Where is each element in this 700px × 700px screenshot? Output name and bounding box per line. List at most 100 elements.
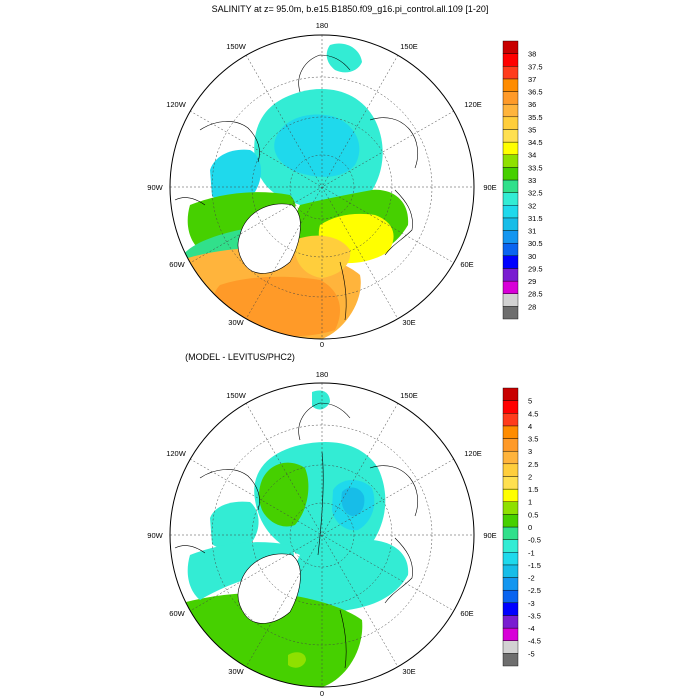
lon-labels-1: 180 150E 120E 90E 60E 30E 0 30W 60W 90W … <box>147 21 496 349</box>
colorbar-label: -1.5 <box>528 561 541 570</box>
difference-panel: (MODEL - LEVITUS/PHC2) <box>147 352 541 698</box>
colorbar-label: 36 <box>528 100 536 109</box>
lon-label: 90W <box>147 531 163 540</box>
colorbar-label: 1.5 <box>528 485 538 494</box>
colorbar-cell <box>502 577 519 591</box>
colorbar-cell <box>502 306 519 320</box>
colorbar-label: -2.5 <box>528 586 541 595</box>
colorbar-cell <box>502 192 519 206</box>
colorbar-label: -3.5 <box>528 611 541 620</box>
colorbar-cell <box>502 103 519 118</box>
ocean-field-2 <box>174 390 409 687</box>
colorbar-label: 4 <box>528 422 532 431</box>
colorbar-cell <box>502 476 519 490</box>
ocean-field-1 <box>174 43 409 339</box>
lon-label: 90E <box>483 531 496 540</box>
colorbar-cell <box>502 425 519 439</box>
colorbar-cell <box>502 450 519 465</box>
colorbar-label: 34 <box>528 151 536 160</box>
lon-label: 120W <box>166 449 187 458</box>
diff-east-siberian <box>312 390 330 410</box>
lon-label: 30W <box>228 667 244 676</box>
colorbar-label: 37 <box>528 75 536 84</box>
colorbar-cell <box>502 293 519 307</box>
colorbar-label: -3 <box>528 599 535 608</box>
colorbar-label: -2 <box>528 574 535 583</box>
colorbar-label: -0.5 <box>528 536 541 545</box>
colorbar-cell <box>502 268 519 282</box>
lon-label: 150E <box>400 42 418 51</box>
colorbar-label: 35.5 <box>528 113 543 122</box>
lon-label: 30E <box>402 318 415 327</box>
colorbar-label: 3.5 <box>528 435 538 444</box>
colorbar-label: 30 <box>528 252 536 261</box>
colorbar-cell <box>502 78 519 92</box>
colorbar-label: 1 <box>528 498 532 507</box>
colorbar-cell <box>502 413 519 427</box>
colorbar-label: -4.5 <box>528 637 541 646</box>
colorbar-2: 5 4.5 4 3.5 3 2.5 2 1.5 1 0.5 0 -0.5 -1 -1.5 -2 -2.5 -3 -… <box>502 387 541 667</box>
lon-label: 30W <box>228 318 244 327</box>
colorbar-cell <box>502 129 519 143</box>
colorbar-label: 0.5 <box>528 510 538 519</box>
map-boundary-2 <box>169 382 475 688</box>
colorbar-cell <box>502 242 519 257</box>
colorbar-cell <box>502 602 519 616</box>
colorbar-cell <box>502 627 519 641</box>
salinity-panel: SALINITY at z= 95.0m, b.e15.B1850.f09_g1… <box>147 4 542 349</box>
colorbar-label: -4 <box>528 624 535 633</box>
colorbar-label: 31 <box>528 227 536 236</box>
archipelago-fill <box>210 149 262 203</box>
lon-label: 60E <box>460 609 473 618</box>
colorbar-cell <box>502 438 519 452</box>
colorbar-cell <box>502 514 519 528</box>
map-boundary-1 <box>169 34 475 340</box>
colorbar-label: 4.5 <box>528 409 538 418</box>
lon-label: 60W <box>169 260 185 269</box>
atlantic-orange <box>213 276 340 337</box>
lon-label: 90W <box>147 183 163 192</box>
colorbar-cell <box>502 179 519 193</box>
colorbar-label: 37.5 <box>528 62 543 71</box>
colorbar-cell <box>502 400 519 414</box>
colorbar-label: 34.5 <box>528 138 543 147</box>
east-siberian-fill <box>326 43 362 73</box>
colorbar-cell <box>502 167 519 181</box>
lon-label: 150W <box>226 391 247 400</box>
graticule-2 <box>170 383 474 687</box>
colorbar-label: -1 <box>528 548 535 557</box>
colorbar-label: 31.5 <box>528 214 543 223</box>
colorbar-label: 32.5 <box>528 189 543 198</box>
diff-green-blob <box>259 462 309 527</box>
lon-label: 180 <box>316 21 329 30</box>
greenland-land <box>237 203 301 274</box>
colorbar-cell <box>502 141 519 155</box>
lon-label: 0 <box>320 689 324 698</box>
diff-greenland-land <box>237 553 301 624</box>
colorbar-label: 36.5 <box>528 88 543 97</box>
colorbar-label: 2.5 <box>528 460 538 469</box>
panel1-title: SALINITY at z= 95.0m, b.e15.B1850.f09_g1… <box>212 4 489 14</box>
colorbar-cell <box>502 564 519 578</box>
inner-basin-fill <box>274 114 360 177</box>
graticule-1 <box>170 35 474 339</box>
colorbar-cell <box>502 53 519 67</box>
lon-label: 150E <box>400 391 418 400</box>
coastlines-2 <box>174 402 419 669</box>
colorbar-cell <box>502 280 519 294</box>
colorbar-label: 32 <box>528 201 536 210</box>
colorbar-label: 28.5 <box>528 290 543 299</box>
diff-blue-core <box>341 487 365 516</box>
colorbar-cell <box>502 40 519 54</box>
colorbar-cell <box>502 116 519 130</box>
colorbar-cell <box>502 91 519 105</box>
diff-small-green <box>288 652 306 668</box>
colorbar-label: 3 <box>528 447 532 456</box>
colorbar-label: 2 <box>528 472 532 481</box>
colorbar-cell <box>502 217 519 231</box>
colorbar-cell <box>502 539 519 553</box>
colorbar-label: -5 <box>528 649 535 658</box>
colorbar-cell <box>502 589 519 604</box>
panel2-title: (MODEL - LEVITUS/PHC2) <box>185 352 295 362</box>
colorbar-label: 5 <box>528 397 532 406</box>
